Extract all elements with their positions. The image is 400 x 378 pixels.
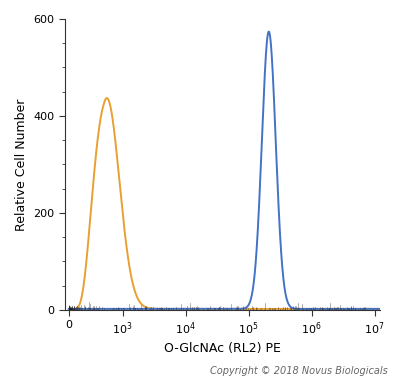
Y-axis label: Relative Cell Number: Relative Cell Number: [15, 98, 28, 231]
Text: Copyright © 2018 Novus Biologicals: Copyright © 2018 Novus Biologicals: [210, 366, 388, 376]
X-axis label: O-GlcNAc (RL2) PE: O-GlcNAc (RL2) PE: [164, 342, 281, 355]
